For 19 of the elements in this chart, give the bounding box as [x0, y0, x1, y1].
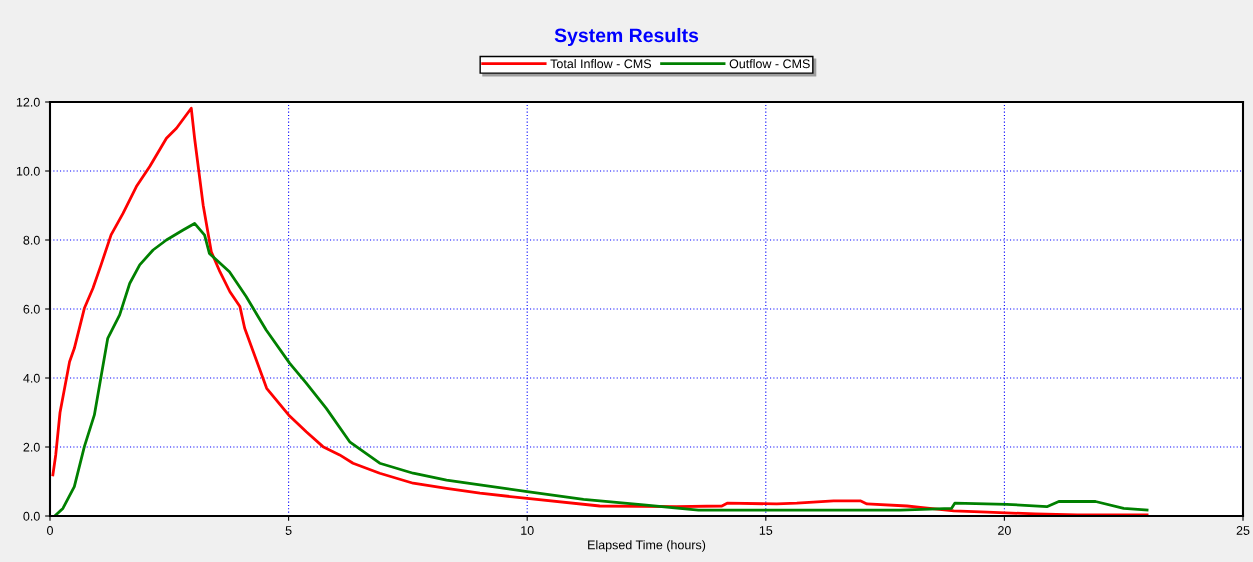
x-tick-label: 0	[47, 526, 53, 535]
x-tick-label: 10	[521, 526, 534, 535]
x-tick-label: 25	[1236, 526, 1250, 535]
y-tick-label: 8.0	[23, 235, 40, 245]
y-tick-label: 0.0	[23, 511, 40, 521]
x-tick-label: 15	[759, 526, 773, 535]
y-tick-label: 2.0	[23, 442, 40, 452]
x-tick-label: 20	[998, 526, 1011, 535]
legend-label: Total Inflow - CMS	[550, 59, 651, 69]
line-series	[53, 222, 1149, 516]
chart-title: System Results	[554, 27, 699, 47]
y-tick-label: 4.0	[23, 373, 40, 383]
y-tick-label: 12.0	[16, 97, 40, 107]
x-axis-title: Elapsed Time (hours)	[588, 540, 706, 552]
y-tick-label: 6.0	[23, 304, 40, 314]
line-series	[51, 106, 1149, 516]
x-tick-label: 5	[285, 526, 292, 535]
y-tick-label: 10.0	[16, 166, 40, 176]
legend-label: Outflow - CMS	[729, 59, 810, 69]
